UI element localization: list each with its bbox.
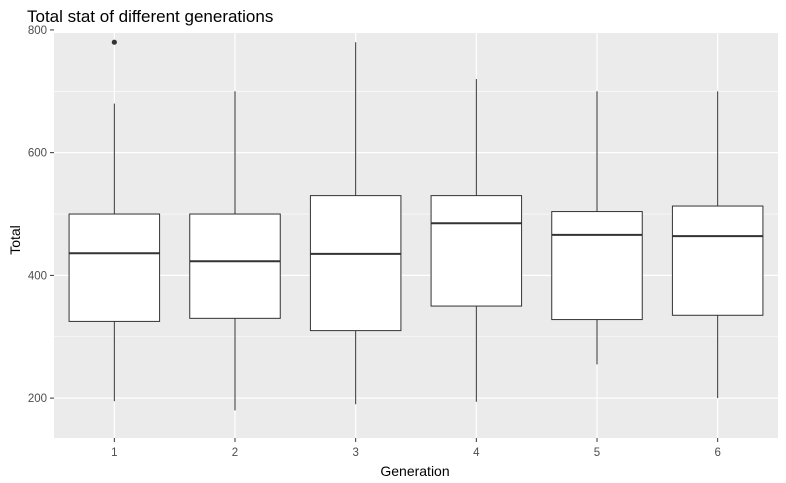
box [189, 213, 281, 319]
x-tick-label: 4 [473, 447, 480, 459]
x-axis: 1 2 3 4 5 6 [111, 438, 721, 459]
box [671, 205, 764, 316]
y-tick-label: 200 [28, 393, 47, 405]
box [68, 213, 161, 322]
box-group-gen-2 [189, 91, 281, 411]
minor-gridlines [54, 90, 778, 338]
box-group-gen-4 [430, 79, 523, 402]
box [309, 195, 402, 332]
box-group-gen-6 [671, 91, 764, 399]
box [430, 195, 523, 307]
x-tick-label: 1 [111, 447, 117, 459]
y-tick-label: 600 [28, 148, 47, 160]
boxes-layer [68, 39, 764, 411]
x-tick-label: 5 [594, 447, 600, 459]
box-group-gen-1 [68, 39, 161, 402]
y-tick-label: 800 [28, 25, 47, 37]
plot-panel [54, 33, 778, 438]
y-axis-title: Total [7, 225, 23, 255]
y-tick-label: 400 [28, 270, 47, 282]
x-tick-label: 2 [232, 447, 238, 459]
x-tick-label: 3 [352, 447, 358, 459]
box-group-gen-3 [309, 42, 402, 405]
box [551, 211, 643, 321]
outlier-point [111, 39, 117, 45]
x-axis-title: Generation [380, 463, 449, 479]
x-tick-label: 6 [714, 447, 720, 459]
box-group-gen-5 [551, 91, 643, 365]
chart-title: Total stat of different generations [27, 7, 273, 26]
y-axis: 200 400 600 800 [28, 25, 54, 405]
